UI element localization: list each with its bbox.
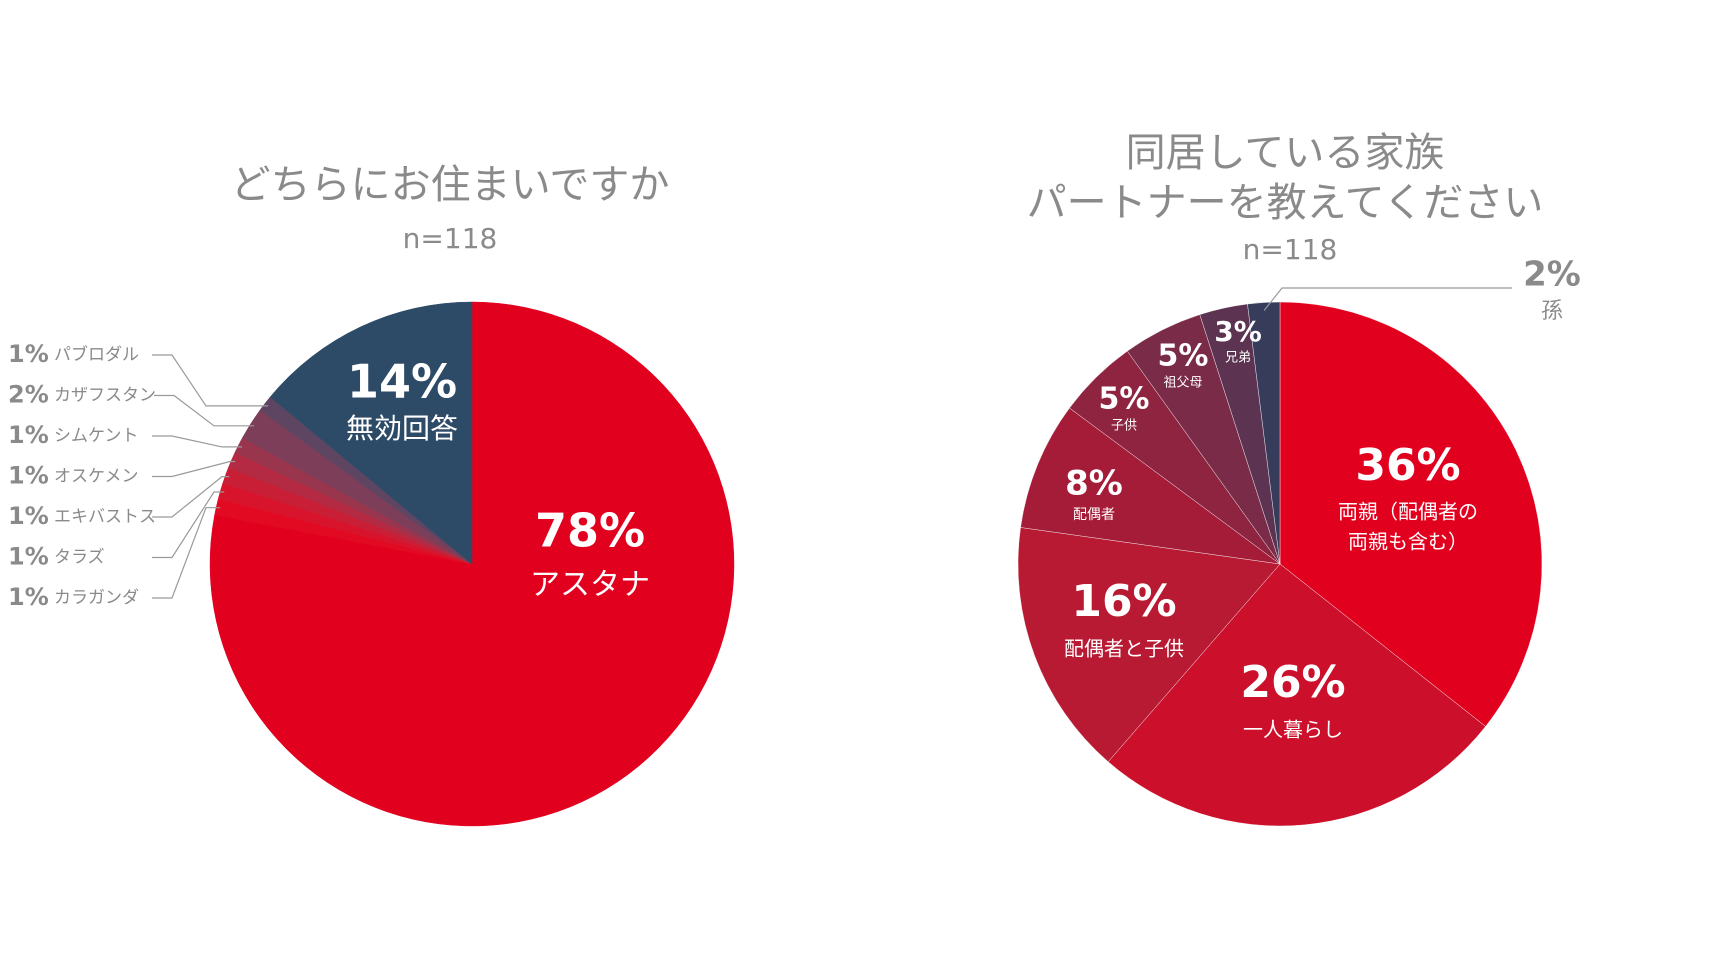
leader-label-7: カザフスタン <box>54 386 156 406</box>
chart2-title-line2: パートナーを教えてください <box>1026 180 1544 226</box>
leader-line-8 <box>1263 287 1512 311</box>
leader-line-4 <box>152 476 230 518</box>
leader-label-8: 孫 <box>1541 299 1563 324</box>
leader-line-7 <box>154 394 255 427</box>
chart2-title: 同居している家族 パートナーを教えてください <box>980 128 1590 228</box>
pie-slice-1 <box>1279 301 1543 727</box>
leader-pct-5: 1% <box>8 462 49 490</box>
slice-label-parents-line1: 両親（配偶者の <box>1338 500 1478 524</box>
leader-pct-8: 2% <box>1523 255 1581 295</box>
leader-label-2: カラガンダ <box>54 588 139 608</box>
slice-label-spouse: 配偶者 <box>1073 507 1115 523</box>
leader-pct-2: 1% <box>8 583 49 611</box>
slice-label-pct-invalid: 14% <box>347 355 457 409</box>
leader-line-2 <box>152 507 221 599</box>
chart2-title-line1: 同居している家族 <box>1125 130 1445 176</box>
leader-label-6: シムケント <box>54 426 139 446</box>
slice-label-invalid: 無効回答 <box>346 412 458 445</box>
chart1-title: どちらにお住まいですか <box>230 162 670 208</box>
slice-label-pct-siblings: 3% <box>1214 315 1262 348</box>
slice-label-pct-children: 5% <box>1099 382 1150 417</box>
slice-label-parents-line2: 両親も含む） <box>1348 530 1468 554</box>
leader-pct-8: 1% <box>8 340 49 368</box>
pie-slice-9 <box>269 301 473 565</box>
leader-line-3 <box>152 491 225 559</box>
leader-pct-4: 1% <box>8 502 49 530</box>
slice-label-pct-spouse: 8% <box>1065 464 1123 504</box>
leader-pct-7: 2% <box>8 381 49 409</box>
leader-label-8: パブロダル <box>54 344 139 365</box>
slice-label-spouse-children: 配偶者と子供 <box>1064 637 1184 661</box>
leader-label-3: タラズ <box>54 548 105 568</box>
slice-label-siblings: 兄弟 <box>1225 351 1251 366</box>
slice-label-pct-parents: 36% <box>1355 440 1460 491</box>
pie-slice-4 <box>1020 407 1281 565</box>
leader-label-4: エキバストス <box>54 507 156 527</box>
slice-label-pct-alone: 26% <box>1240 657 1345 708</box>
pie-slice-3 <box>1017 527 1281 763</box>
slice-label-pct-astana: 78% <box>535 504 645 558</box>
chart2-sample-size: n=118 <box>1242 233 1338 266</box>
leader-label-5: オスケメン <box>54 467 139 487</box>
chart1-sample-size: n=118 <box>402 222 498 255</box>
pie-slice-8 <box>1247 301 1281 565</box>
slice-label-pct-grandparents: 5% <box>1158 339 1209 374</box>
slice-label-pct-spouse-children: 16% <box>1071 576 1176 627</box>
leader-pct-6: 1% <box>8 421 49 449</box>
leader-pct-3: 1% <box>8 543 49 571</box>
slice-label-alone: 一人暮らし <box>1243 718 1343 742</box>
leader-line-5 <box>152 460 236 478</box>
slice-label-children: 子供 <box>1111 419 1137 434</box>
slice-label-grandparents: 祖父母 <box>1163 376 1202 391</box>
pie-slice-2 <box>1107 563 1486 827</box>
leader-line-6 <box>152 435 243 448</box>
leader-line-8 <box>152 354 269 407</box>
slice-label-astana: アスタナ <box>530 568 650 603</box>
